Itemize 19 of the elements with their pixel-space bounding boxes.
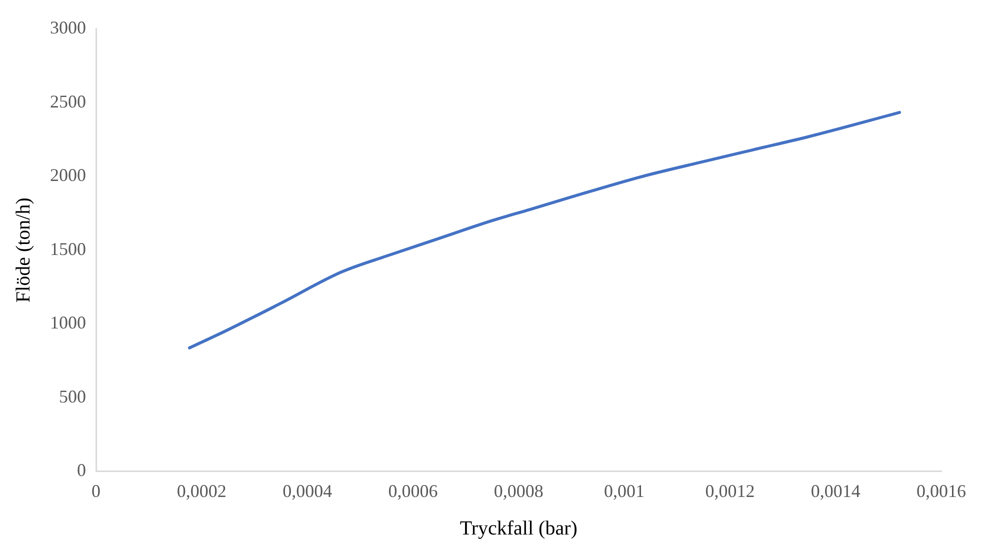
y-tick-label: 3000 — [50, 18, 86, 38]
x-tick-label: 0,0012 — [705, 480, 755, 501]
y-tick-label: 500 — [59, 386, 86, 406]
y-tick-label: 1500 — [50, 238, 86, 259]
x-tick-label: 0,0016 — [916, 480, 966, 501]
x-tick-label: 0,0002 — [176, 480, 226, 501]
y-tick-label: 1000 — [50, 312, 86, 333]
y-tick-label: 0 — [77, 460, 86, 480]
y-tick-label: 2000 — [50, 165, 86, 186]
line-series — [188, 110, 902, 350]
x-tick-label: 0,0008 — [494, 480, 544, 501]
x-tick-label: 0,0006 — [388, 480, 438, 501]
x-tick-label: 0,0014 — [810, 480, 860, 501]
y-tick-label: 2500 — [50, 91, 86, 112]
y-axis-title: Flöde (ton/h) — [12, 198, 34, 303]
x-axis-title: Tryckfall (bar) — [460, 517, 578, 540]
x-tick-label: 0,001 — [604, 480, 645, 501]
x-tick-label: 0,0004 — [282, 480, 332, 501]
x-tick-label: 0 — [92, 480, 100, 501]
